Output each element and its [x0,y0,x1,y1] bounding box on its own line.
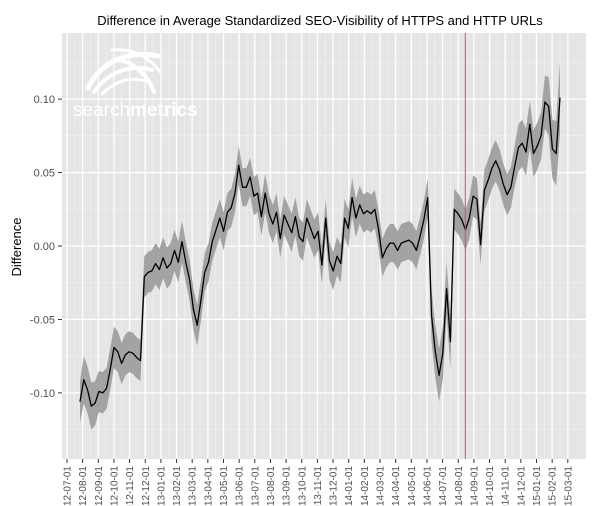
x-tick-label: 2014-11-01 [501,466,512,506]
x-tick-label: 2014-09-01 [469,466,480,506]
x-tick-label: 2015-03-01 [563,466,574,506]
searchmetrics-logo: searchmetrics [73,48,198,121]
y-tick-label: 0.10 [34,94,55,106]
series-line [79,97,561,407]
x-tick-label: 2014-01-01 [344,466,355,506]
x-tick-label: 2013-06-01 [235,466,246,506]
x-tick-label: 2014-07-01 [438,466,449,506]
chart-title: Difference in Average Standardized SEO-V… [97,13,543,28]
x-tick-label: 2013-09-01 [282,466,293,506]
x-tick-label: 2013-07-01 [250,466,261,506]
y-axis-label: Difference [9,217,24,276]
x-tick-label: 2013-05-01 [219,466,230,506]
x-tick-label: 2013-04-01 [203,466,214,506]
x-tick-label: 2014-02-01 [360,466,371,506]
x-tick-label: 2013-03-01 [188,466,199,506]
x-tick-label: 2012-10-01 [109,466,120,506]
x-tick-label: 2014-05-01 [407,466,418,506]
logo-text-bold: metrics [130,100,198,121]
x-tick-label: 2012-12-01 [141,466,152,506]
logo-text-light: search [73,100,130,121]
y-tick-label: 0.00 [34,241,55,253]
logo-wordmark: searchmetrics [73,100,198,121]
x-tick-label: 2013-11-01 [313,466,324,506]
x-tick-label: 2014-08-01 [454,466,465,506]
x-tick-label: 2015-01-01 [532,466,543,506]
y-tick-label: -0.10 [30,388,55,400]
x-tick-label: 2013-02-01 [172,466,183,506]
x-tick-label: 2014-04-01 [391,466,402,506]
x-tick-label: 2014-10-01 [485,466,496,506]
x-axis-ticks: 2012-07-01 2012-08-01 2012-09-01 2012-10-01… [63,459,574,506]
x-tick-label: 2014-03-01 [376,466,387,506]
x-tick-label: 2013-01-01 [156,466,167,506]
x-tick-label: 2013-12-01 [329,466,340,506]
x-tick-label: 2013-10-01 [297,466,308,506]
x-tick-label: 2012-08-01 [78,466,89,506]
y-axis-ticks: 0.10 0.05 0.00 -0.05 -0.10 [30,94,62,400]
y-tick-label: -0.05 [30,314,55,326]
series-layer [79,62,561,430]
y-tick-label: 0.05 [34,168,55,180]
x-tick-label: 2012-07-01 [63,466,74,506]
x-tick-label: 2012-11-01 [125,466,136,506]
x-tick-label: 2013-08-01 [266,466,277,506]
x-tick-label: 2015-02-01 [548,466,559,506]
searchmetrics-swoosh-logo [85,48,162,96]
x-tick-label: 2014-06-01 [422,466,433,506]
x-tick-label: 2012-09-01 [94,466,105,506]
x-tick-label: 2014-12-01 [516,466,527,506]
